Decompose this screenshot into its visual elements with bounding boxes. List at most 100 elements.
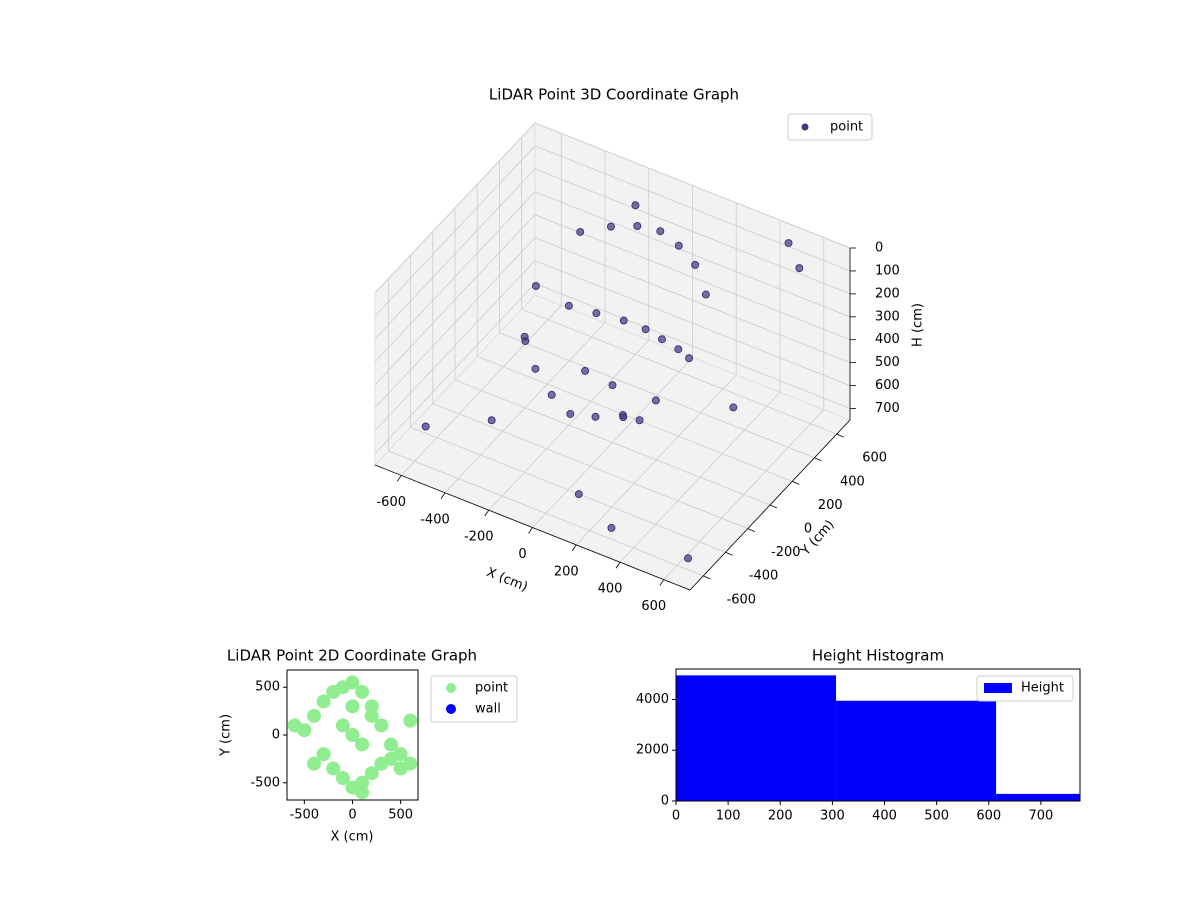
point (685, 354, 694, 363)
x-tick-label: 400 (598, 582, 623, 597)
grid-line (374, 122, 536, 294)
point (581, 366, 590, 375)
point (564, 301, 573, 310)
x-tick (615, 562, 621, 569)
point (531, 364, 540, 373)
legend-label: Height (1021, 681, 1064, 696)
grid-line (534, 168, 851, 295)
point (335, 718, 350, 733)
point (633, 221, 642, 230)
x-tick-label: 200 (768, 809, 793, 824)
y-axis (689, 419, 851, 591)
point (306, 708, 321, 723)
x-tick (528, 527, 533, 534)
x-tick-label: -600 (376, 495, 406, 510)
legend-label: point (475, 681, 508, 696)
bar (996, 793, 1080, 801)
point (355, 785, 370, 800)
point (364, 708, 379, 723)
y-tick-label: 600 (862, 451, 887, 466)
point (701, 290, 710, 299)
y-tick (792, 481, 800, 485)
bar (676, 675, 837, 801)
x-axis (374, 464, 691, 591)
y-tick-label: 0 (804, 522, 812, 537)
grid-line (499, 332, 815, 459)
x-tick (484, 509, 490, 517)
x-tick-label: 700 (1028, 809, 1053, 824)
z-tick-label: 500 (875, 355, 900, 370)
point (608, 381, 617, 390)
point (393, 761, 408, 776)
x-tick-label: -200 (464, 530, 494, 545)
grid-line (374, 214, 536, 386)
bar (836, 700, 997, 801)
grid-line (534, 145, 851, 272)
legend-marker (801, 123, 809, 131)
y-tick (747, 528, 755, 532)
y-tick-label: 500 (255, 680, 280, 695)
grid-line (410, 426, 726, 553)
point (355, 684, 370, 699)
point (635, 416, 644, 425)
point (487, 416, 496, 425)
grid-line (374, 283, 536, 454)
point (335, 771, 350, 786)
legend-marker (984, 683, 1012, 693)
point (384, 737, 399, 752)
grid-line (374, 145, 536, 317)
point (619, 413, 628, 422)
x-tick (659, 579, 665, 586)
y-tick-label: 400 (840, 474, 865, 489)
grid-line (534, 260, 851, 386)
point (384, 751, 399, 766)
grid-line (477, 356, 793, 482)
y-tick-label: 4000 (636, 692, 669, 707)
point (403, 713, 418, 728)
point (576, 227, 585, 236)
x-tick-label: 300 (820, 809, 845, 824)
point (674, 345, 683, 354)
point (345, 699, 360, 714)
point (684, 554, 693, 563)
grid-line (454, 379, 771, 506)
legend-label: wall (475, 702, 501, 717)
point (592, 309, 601, 318)
point (326, 761, 341, 776)
grid-line (534, 283, 851, 409)
point (547, 390, 556, 399)
grid-line (534, 237, 851, 364)
point (619, 316, 628, 325)
z-tick-label: 300 (875, 309, 900, 324)
legend-box (787, 113, 873, 141)
x-tick-label: 500 (924, 809, 949, 824)
y-tick (769, 504, 778, 509)
y-tick (725, 551, 733, 556)
y-tick (836, 433, 844, 438)
legend-marker (446, 683, 456, 693)
y-tick-label: -500 (250, 775, 280, 790)
y-axis-label: Y (cm) (219, 714, 234, 757)
y-tick (814, 457, 822, 462)
point (566, 409, 575, 418)
x-tick-label: -400 (420, 512, 450, 527)
x-tick (396, 475, 402, 482)
point (521, 337, 530, 346)
x-tick-label: 0 (518, 547, 526, 562)
point (606, 222, 615, 231)
x-tick-label: 600 (976, 809, 1001, 824)
grid-line (374, 191, 536, 363)
x-tick-label: -500 (290, 808, 320, 823)
point (784, 239, 793, 248)
legend-marker (446, 704, 456, 714)
z-tick-label: 0 (875, 241, 883, 256)
grid-line (432, 403, 748, 529)
x-tick-label: 0 (348, 808, 356, 823)
axes-frame (675, 668, 1081, 802)
point (729, 403, 738, 412)
point (574, 490, 583, 499)
z-tick-label: 100 (875, 263, 900, 278)
point (374, 718, 389, 733)
x-tick-label: 100 (716, 809, 741, 824)
